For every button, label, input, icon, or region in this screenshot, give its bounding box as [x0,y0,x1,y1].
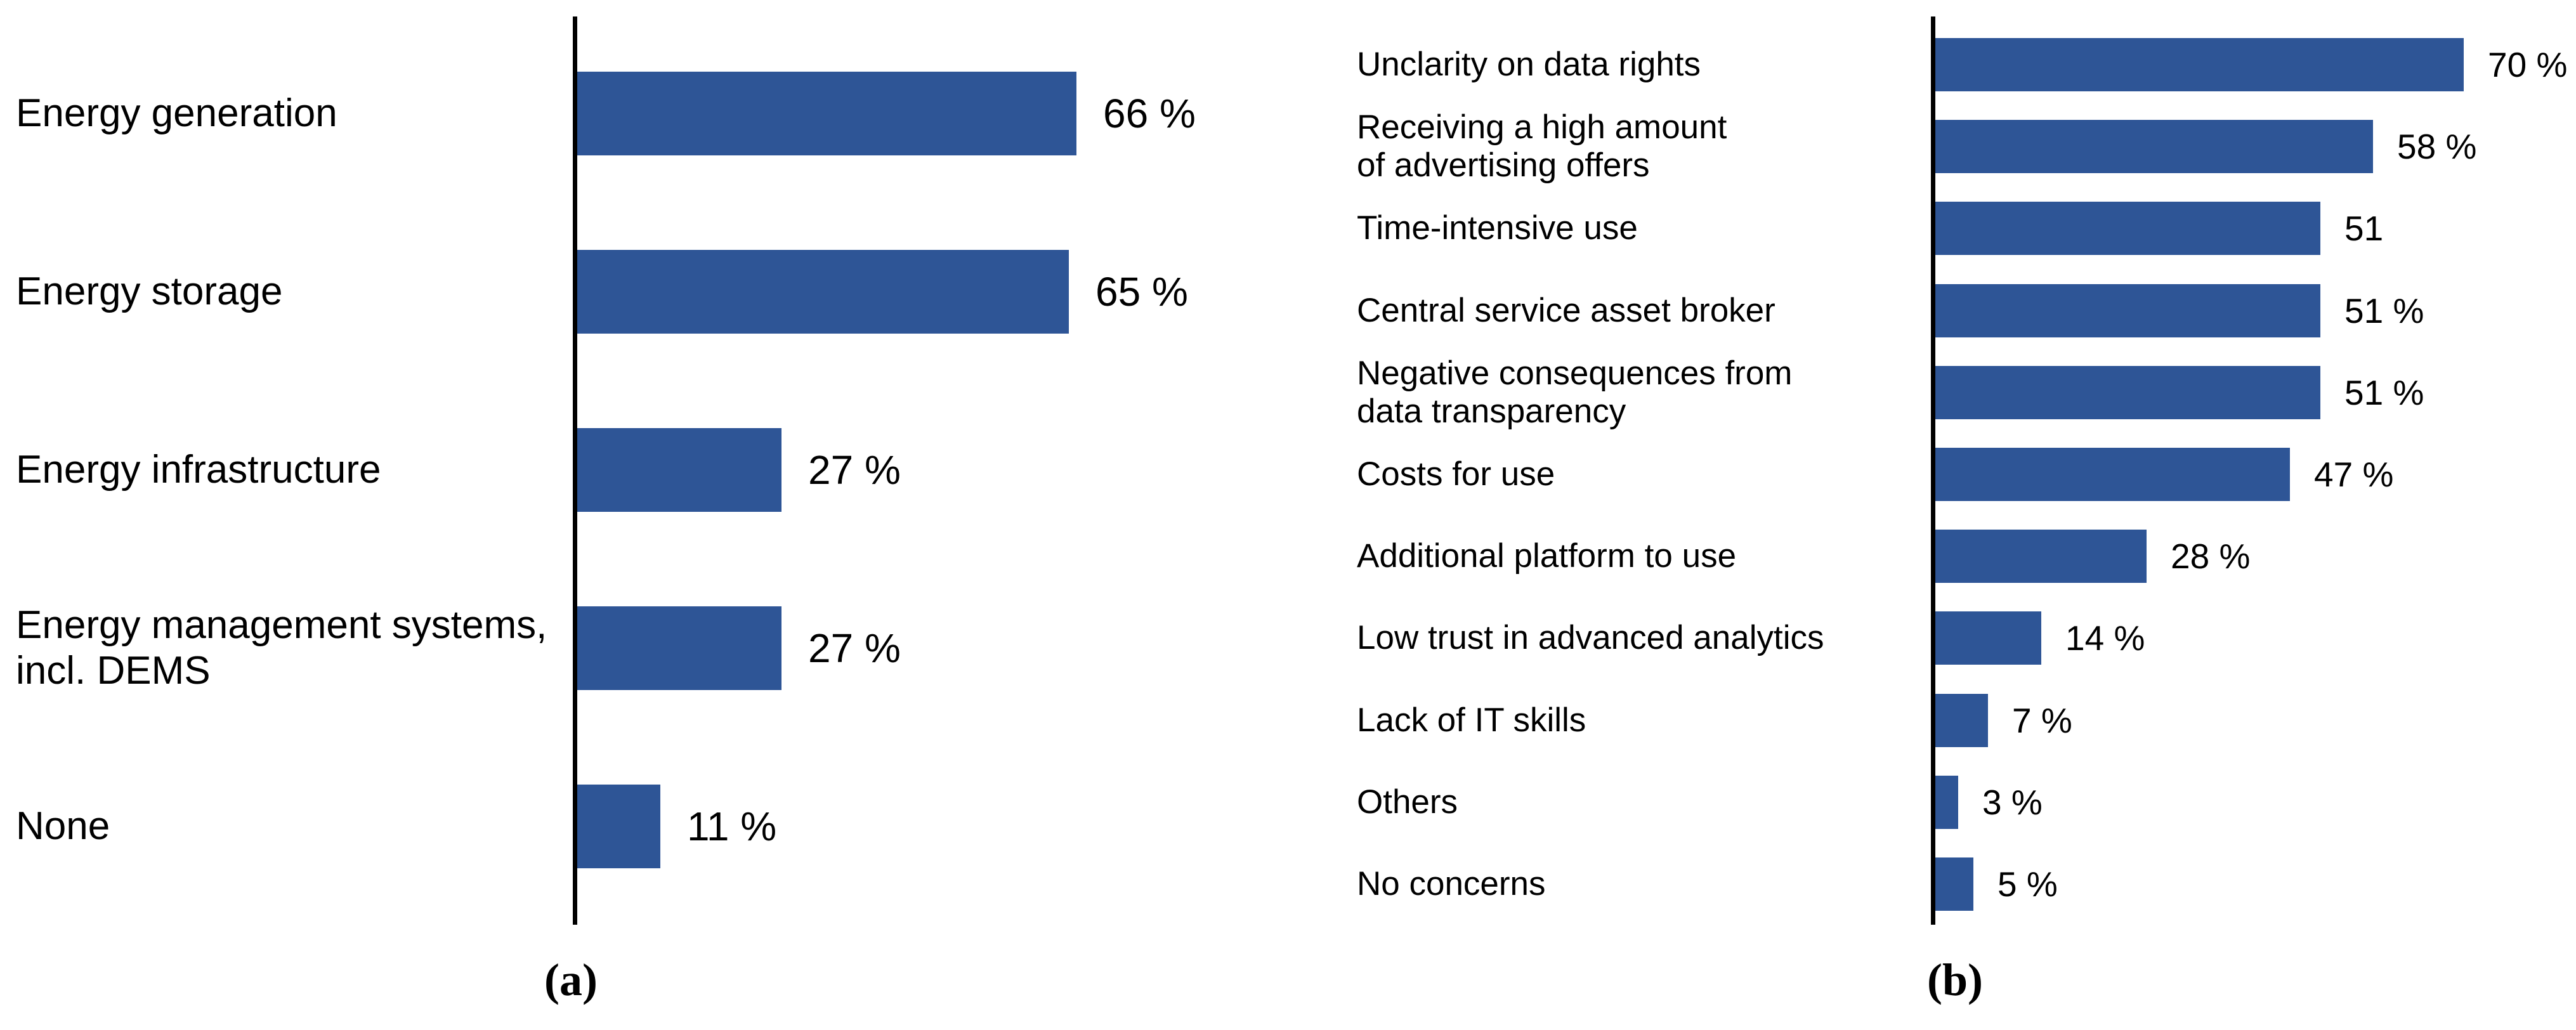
bar [577,250,1069,334]
category-label: Receiving a high amount of advertising o… [1357,108,1727,184]
bar [1935,366,2320,419]
category-label: Negative consequences from data transpar… [1357,355,1793,430]
bar [577,72,1076,155]
category-label: Additional platform to use [1357,537,1737,575]
value-label: 27 % [808,447,901,493]
value-label: 11 % [687,804,777,849]
value-label: 58 % [2397,127,2477,166]
bar [1935,120,2373,173]
value-label: 47 % [2314,455,2394,494]
value-label: 7 % [2012,701,2072,740]
bar [577,606,781,690]
bar [1935,38,2464,91]
bar [1935,776,1958,829]
value-label: 51 % [2344,373,2424,412]
value-label: 51 % [2344,291,2424,330]
value-label: 66 % [1103,91,1196,136]
bar [1935,202,2320,255]
category-label: Energy infrastructure [16,448,381,492]
category-label: Energy management systems, incl. DEMS [16,603,547,693]
category-label: Energy generation [16,91,337,135]
category-label: None [16,804,110,848]
value-label: 27 % [808,625,901,671]
category-label: Energy storage [16,270,283,313]
bar [1935,530,2147,583]
value-label: 70 % [2488,45,2568,84]
bar [1935,448,2290,501]
category-label: Lack of IT skills [1357,701,1586,739]
value-label: 51 [2344,209,2384,248]
category-label: Others [1357,783,1458,821]
chart-b-caption: (b) [1927,955,1983,1005]
value-label: 65 % [1095,269,1188,315]
bar [1935,694,1988,747]
value-label: 5 % [1997,864,2058,904]
category-label: Time-intensive use [1357,209,1638,247]
value-label: 28 % [2171,537,2251,576]
chart-a-caption: (a) [544,955,598,1005]
chart-b-y-axis-line [1931,16,1935,925]
category-label: Costs for use [1357,455,1555,493]
chart-a-y-axis-line [573,16,577,925]
bar [577,428,781,512]
category-label: Unclarity on data rights [1357,46,1701,83]
category-label: No concerns [1357,865,1546,903]
value-label: 14 % [2065,618,2145,658]
bar [577,785,660,868]
value-label: 3 % [1982,783,2043,822]
bar [1935,857,1973,911]
bar [1935,611,2041,665]
bar [1935,284,2320,337]
category-label: Central service asset broker [1357,292,1775,329]
category-label: Low trust in advanced analytics [1357,619,1824,656]
